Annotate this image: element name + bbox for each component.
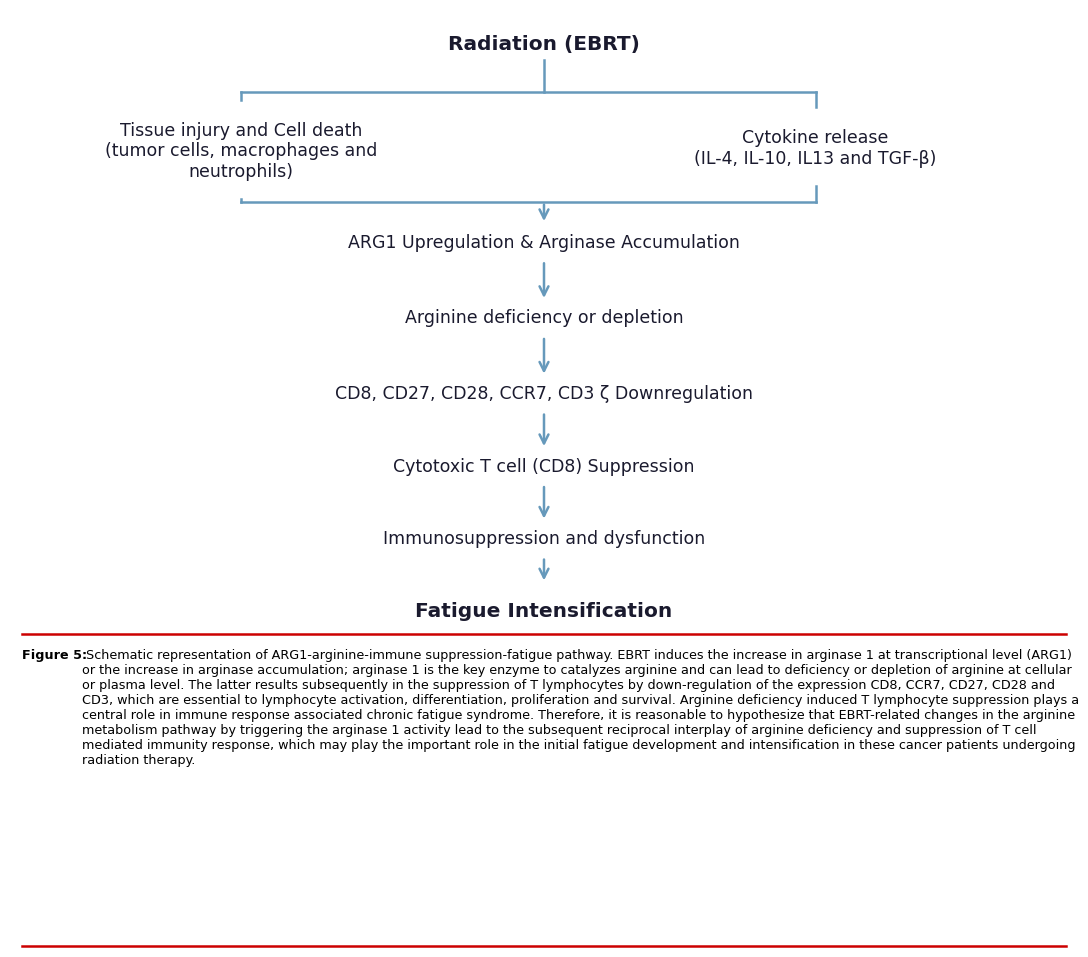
Text: CD8, CD27, CD28, CCR7, CD3 ζ Downregulation: CD8, CD27, CD28, CCR7, CD3 ζ Downregulat… (335, 385, 753, 403)
Text: Immunosuppression and dysfunction: Immunosuppression and dysfunction (383, 530, 705, 548)
Text: Cytotoxic T cell (CD8) Suppression: Cytotoxic T cell (CD8) Suppression (393, 457, 695, 476)
Text: ARG1 Upregulation & Arginase Accumulation: ARG1 Upregulation & Arginase Accumulatio… (348, 234, 740, 252)
Text: Arginine deficiency or depletion: Arginine deficiency or depletion (405, 309, 683, 327)
Text: Schematic representation of ARG1-arginine-immune suppression-fatigue pathway. EB: Schematic representation of ARG1-arginin… (83, 649, 1079, 768)
Text: Cytokine release
(IL-4, IL-10, IL13 and TGF-β): Cytokine release (IL-4, IL-10, IL13 and … (694, 129, 937, 167)
Text: Fatigue Intensification: Fatigue Intensification (416, 602, 672, 621)
Text: Figure 5:: Figure 5: (22, 649, 87, 662)
Text: Radiation (EBRT): Radiation (EBRT) (448, 34, 640, 54)
Text: Tissue injury and Cell death
(tumor cells, macrophages and
neutrophils): Tissue injury and Cell death (tumor cell… (104, 122, 378, 181)
